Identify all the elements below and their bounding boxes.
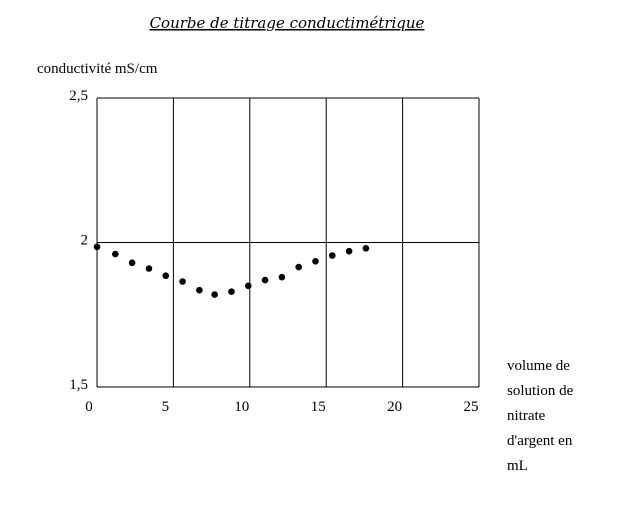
data-point (179, 278, 186, 285)
tick-labels: 0 5 10 15 20 25 1,5 2 2,5 (69, 88, 478, 415)
x-axis-label: volume de solution de nitrate d'argent en mL (507, 354, 617, 479)
y-tick-label: 2,5 (69, 88, 88, 104)
data-point (128, 259, 136, 267)
x-tick-label: 25 (464, 399, 479, 415)
data-point (278, 273, 286, 281)
y-axis-label: conductivité mS/cm (37, 61, 158, 77)
x-tick-label: 0 (85, 399, 93, 415)
data-point (228, 288, 235, 295)
x-axis-label-line: d'argent en (507, 433, 573, 449)
x-tick-label: 10 (234, 399, 249, 415)
data-point (145, 265, 153, 272)
grid (96, 97, 480, 388)
data-point (211, 291, 218, 298)
x-axis-label-line: mL (507, 458, 528, 474)
data-point (162, 272, 170, 280)
y-tick-label: 1,5 (69, 377, 88, 393)
x-tick-label: 5 (162, 399, 170, 415)
data-point (362, 244, 370, 252)
data-point (295, 263, 302, 271)
data-point (261, 276, 269, 284)
x-axis-label-line: solution de (507, 383, 574, 399)
chart-title: Courbe de titrage conductimétrique (150, 14, 425, 32)
data-point (244, 282, 252, 290)
x-tick-label: 15 (311, 399, 326, 415)
x-axis-label-line: volume de (507, 358, 570, 374)
data-point (345, 247, 353, 255)
data-point (112, 250, 119, 258)
data-points (93, 243, 370, 298)
data-point (312, 257, 319, 265)
y-tick-label: 2 (81, 233, 89, 249)
data-point (329, 252, 336, 259)
data-point (196, 286, 203, 294)
x-axis-label-line: nitrate (507, 408, 546, 424)
data-point (93, 243, 101, 251)
x-tick-label: 20 (387, 399, 402, 415)
